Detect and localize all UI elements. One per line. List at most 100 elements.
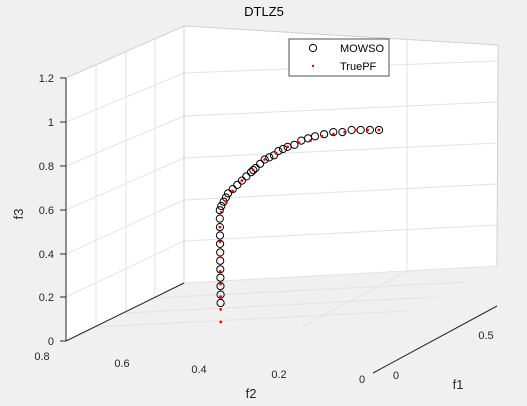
grid-line: [183, 224, 498, 242]
truepf-point: [331, 132, 335, 136]
mowso-point: [374, 125, 384, 135]
x-tick-label: 0.5: [478, 330, 493, 342]
mowso-point: [269, 151, 278, 160]
mowso-point: [215, 206, 224, 215]
truepf-point: [343, 130, 347, 134]
back-pane: [66, 26, 498, 341]
mowso-point: [242, 172, 251, 181]
mowso-point: [224, 189, 233, 198]
series-truepf: [218, 128, 381, 324]
z-tick-label: 1: [48, 117, 54, 129]
mowso-point: [217, 201, 226, 211]
grid-line: [125, 296, 439, 314]
axes-panes: [66, 26, 498, 341]
y-tick-label: 0.2: [271, 369, 286, 381]
truepf-point: [218, 225, 222, 229]
legend-label-truepf: TruePF: [340, 61, 377, 73]
y-axis-label: f2: [246, 386, 257, 401]
legend-label-mowso: MOWSO: [340, 43, 384, 55]
mowso-point: [329, 128, 338, 137]
grid-line: [183, 101, 498, 117]
legend-box: [288, 38, 390, 77]
mowso-point: [216, 298, 225, 308]
truepf-point: [224, 200, 228, 204]
x-axis-label: f1: [453, 377, 464, 392]
truepf-point: [231, 189, 235, 193]
mowso-point: [216, 265, 225, 274]
z-tick-label: 0.8: [39, 161, 54, 173]
y-tick-label: 0: [359, 374, 365, 386]
mowso-point: [237, 176, 246, 185]
truepf-point: [297, 141, 301, 145]
truepf-point: [219, 210, 223, 214]
x-tick-label: 0: [393, 370, 399, 382]
grid-line: [183, 183, 498, 201]
axes-box: [65, 25, 499, 283]
y-tick-labels: 0.8 0.6 0.4 0.2 0: [34, 351, 365, 386]
z-tick-label: 0.2: [39, 292, 54, 304]
box-edge: [183, 25, 499, 46]
y-axis-line: [65, 282, 185, 342]
mowso-point: [216, 273, 225, 282]
mowso-point: [251, 163, 260, 173]
grid: [65, 39, 498, 342]
truepf-point: [219, 282, 222, 286]
x-axis-line: [372, 305, 498, 374]
mowso-point: [233, 180, 242, 189]
mowso-point: [216, 282, 225, 291]
truepf-point: [274, 151, 278, 155]
truepf-point: [219, 320, 223, 324]
truepf-point: [309, 139, 312, 143]
truepf-point: [354, 128, 358, 132]
mowso-point: [278, 144, 288, 154]
legend-marker-mowso: [308, 43, 318, 53]
truepf-point: [320, 134, 324, 138]
truepf-point: [218, 255, 222, 258]
mowso-point: [297, 136, 306, 145]
truepf-point: [377, 128, 381, 132]
box-edge: [65, 25, 185, 79]
grid-line: [302, 270, 408, 327]
mowso-point: [256, 159, 265, 168]
mowso-point: [215, 231, 225, 240]
chart-title: DTLZ5: [244, 4, 284, 19]
z-tick-label: 0.4: [39, 249, 54, 261]
legend-marker-truepf: [311, 64, 315, 68]
mowso-point: [283, 142, 292, 151]
tick-marks: [60, 77, 66, 342]
grid-line: [154, 281, 468, 299]
truepf-point: [219, 308, 223, 311]
x-tick-labels: 0 0.5: [393, 330, 494, 382]
grid-line: [183, 142, 498, 159]
grid-line: [65, 240, 185, 298]
grid-line: [65, 199, 185, 255]
mowso-point: [249, 166, 258, 175]
y-tick-label: 0.6: [114, 358, 129, 370]
mowso-point: [215, 223, 224, 232]
truepf-point: [218, 270, 222, 273]
truepf-point: [286, 145, 289, 149]
grid-line: [65, 115, 185, 167]
mowso-point: [260, 155, 269, 164]
z-tick-label: 0: [48, 336, 54, 348]
box-edge: [496, 44, 499, 267]
mowso-point: [215, 214, 224, 223]
mowso-point: [274, 147, 283, 156]
mowso-point: [265, 153, 274, 162]
mowso-point: [216, 290, 225, 299]
grid-line: [65, 157, 185, 211]
legend: MOWSO TruePF: [288, 38, 390, 77]
mowso-point: [228, 185, 237, 194]
truepf-point: [218, 240, 222, 244]
grid-line: [65, 72, 185, 123]
truepf-point: [263, 158, 267, 161]
z-tick-labels: 0 0.2 0.4 0.6 0.8 1 1.2: [39, 73, 54, 348]
z-tick-label: 1.2: [39, 73, 54, 85]
y-tick-label: 0.8: [34, 351, 49, 363]
truepf-point: [251, 168, 255, 172]
mowso-point: [320, 130, 329, 139]
grid-line: [95, 310, 408, 328]
truepf-point: [366, 128, 369, 132]
